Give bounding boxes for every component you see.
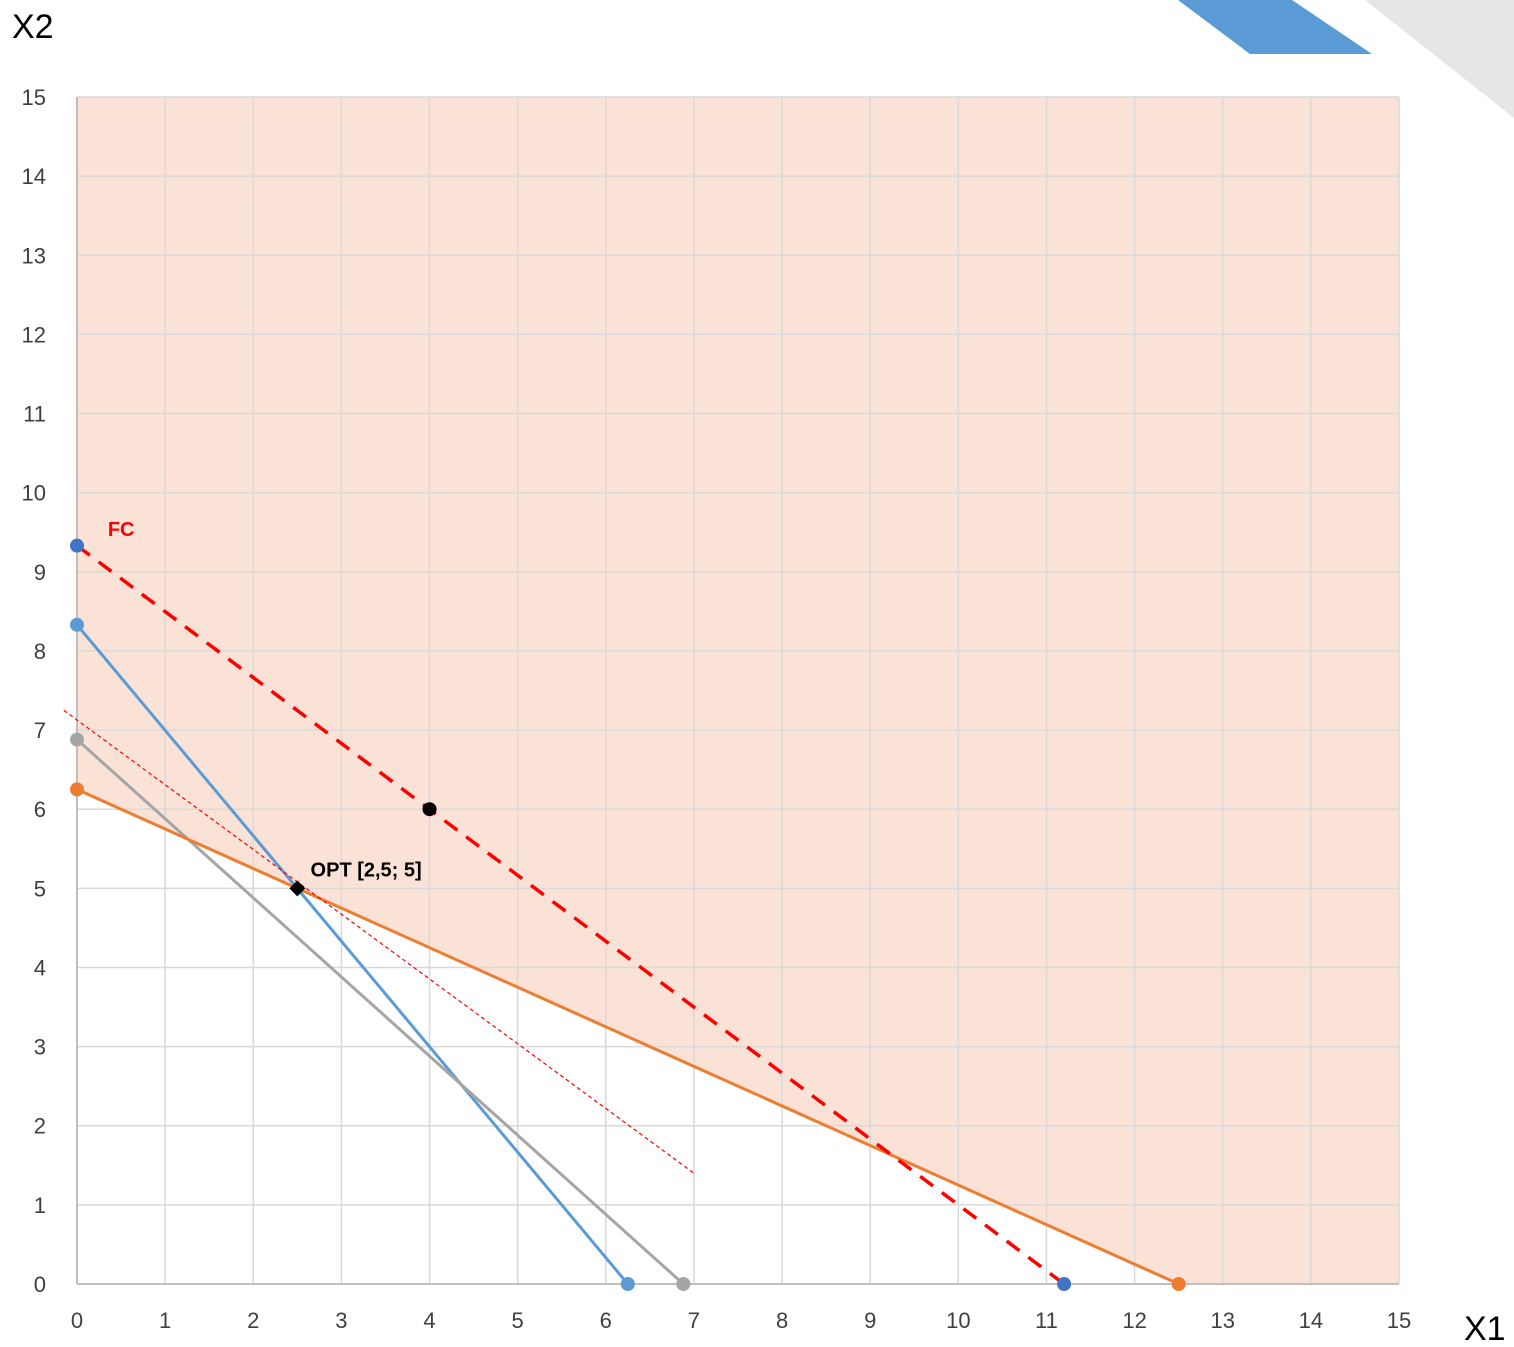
annotation-fc: FC (108, 519, 135, 541)
x-tick-label: 9 (864, 1308, 876, 1333)
y-tick-label: 8 (34, 639, 46, 664)
series-marker-4 (70, 538, 84, 553)
x-tick-label: 7 (688, 1308, 700, 1333)
series-line-3 (76, 788, 1180, 1286)
x-axis-title: X1 (1464, 1310, 1506, 1342)
corner-blue-shape (1178, 0, 1372, 54)
y-tick-label: 14 (22, 164, 46, 189)
x-tick-label: 11 (1035, 1308, 1058, 1333)
y-tick-label: 7 (34, 718, 46, 743)
x-tick-label: 3 (335, 1308, 347, 1333)
y-tick-label: 0 (34, 1272, 46, 1297)
y-tick-label: 1 (34, 1193, 46, 1218)
objective-point-marker (422, 802, 437, 817)
corner-gray-shape (1365, 0, 1514, 118)
feasible-region-layer (77, 97, 1399, 1284)
y-tick-label: 3 (34, 1035, 46, 1060)
series-marker-4 (1057, 1277, 1072, 1291)
series-line-2 (75, 738, 685, 1286)
y-tick-label: 15 (22, 85, 46, 110)
x-tick-label: 15 (1387, 1308, 1411, 1333)
y-axis-title: X2 (12, 8, 54, 46)
y-tick-label: 10 (22, 481, 46, 506)
series-marker-2 (676, 1277, 691, 1291)
y-tick-label: 9 (34, 560, 46, 585)
axis-layer: 0 1 2 3 4 5 6 7 8 9 10 11 12 13 14 15012345678910111213… (22, 85, 1412, 1333)
x-tick-label: 4 (423, 1308, 435, 1333)
series-marker-2 (70, 732, 84, 747)
y-tick-label: 4 (34, 955, 46, 980)
x-tick-label: 6 (600, 1308, 612, 1333)
x-tick-label: 0 (71, 1308, 83, 1333)
y-tick-label: 5 (34, 876, 46, 901)
y-tick-label: 13 (22, 243, 46, 268)
x-tick-label: 2 (247, 1308, 259, 1333)
series-marker-1 (70, 617, 84, 632)
x-tick-label: 8 (776, 1308, 788, 1333)
series-line-5 (63, 709, 695, 1174)
y-tick-label: 12 (22, 322, 46, 347)
y-tick-label: 6 (34, 797, 46, 822)
annotation-optimum: OPT [2,5; 5] (311, 859, 422, 881)
x-tick-label: 10 (946, 1308, 970, 1333)
x-tick-label: 1 (159, 1308, 171, 1333)
y-tick-label: 2 (34, 1114, 46, 1139)
series-line-4 (75, 544, 1066, 1286)
series-marker-1 (620, 1277, 635, 1291)
marker-layer (70, 538, 1186, 1291)
grid-layer (76, 96, 1400, 1285)
series-marker-3 (70, 782, 84, 797)
x-tick-label: 12 (1122, 1308, 1146, 1333)
series-marker-3 (1171, 1277, 1186, 1291)
series-layer (63, 544, 1180, 1286)
feasible-region (77, 97, 1399, 1284)
x-tick-label: 14 (1299, 1308, 1323, 1333)
optimum-point-marker (289, 880, 306, 897)
x-tick-label: 5 (512, 1308, 524, 1333)
corner-decoration (1178, 0, 1514, 118)
y-tick-label: 11 (23, 402, 46, 427)
label-layer: X1 X2 FC OPT [2,5; 5] (12, 8, 1506, 1347)
series-line-1 (75, 623, 629, 1285)
x-tick-label: 13 (1210, 1308, 1234, 1333)
